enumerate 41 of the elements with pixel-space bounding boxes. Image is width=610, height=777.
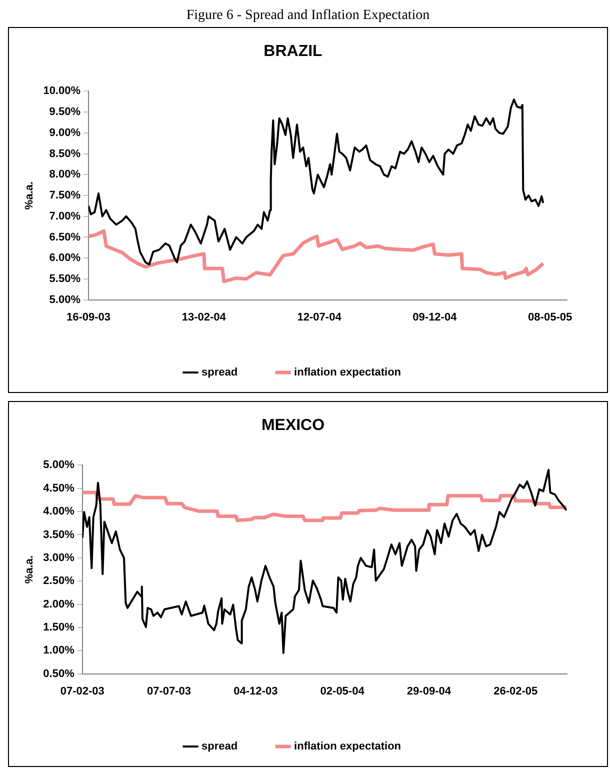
- y-tick-label: 7.50%: [49, 190, 81, 202]
- x-tick-label: 07-02-03: [60, 685, 104, 698]
- x-tick-label: 02-05-04: [320, 685, 366, 698]
- y-tick-label: 9.00%: [49, 126, 81, 139]
- x-tick-label: 12-07-04: [297, 311, 342, 324]
- legend-label: spread: [201, 740, 238, 753]
- y-axis-title: %a.a.: [24, 181, 36, 210]
- y-tick-label: 2.00%: [43, 598, 75, 610]
- y-tick-label: 5.50%: [49, 272, 81, 285]
- y-tick-label: 6.00%: [49, 252, 81, 264]
- y-tick-label: 1.00%: [43, 644, 75, 657]
- x-tick-label: 16-09-03: [66, 311, 111, 324]
- legend-label: inflation expectation: [294, 740, 402, 753]
- x-tick-label: 09-12-04: [412, 311, 458, 324]
- y-tick-label: 9.50%: [49, 106, 81, 118]
- x-tick-label: 04-12-03: [234, 685, 278, 698]
- y-tick-label: 8.00%: [49, 168, 81, 181]
- y-tick-label: 6.50%: [49, 231, 81, 244]
- x-tick-label: 07-07-03: [147, 685, 192, 698]
- y-tick-label: 3.50%: [43, 528, 75, 541]
- y-tick-label: 2.50%: [43, 575, 75, 588]
- x-tick-label: 26-02-05: [494, 685, 538, 698]
- x-tick-label: 29-09-04: [406, 685, 452, 698]
- y-tick-label: 10.00%: [43, 85, 81, 98]
- y-axis-title: %a.a.: [24, 555, 36, 584]
- chart-title: MEXICO: [261, 417, 325, 434]
- x-tick-label: 08-05-05: [528, 311, 572, 324]
- legend-label: spread: [201, 366, 238, 379]
- legend-label: inflation expectation: [294, 366, 402, 379]
- y-tick-label: 5.00%: [43, 459, 75, 472]
- y-tick-label: 4.00%: [43, 506, 75, 518]
- y-tick-label: 3.00%: [43, 552, 75, 564]
- y-tick-label: 8.50%: [49, 148, 81, 160]
- y-tick-label: 7.00%: [49, 210, 81, 222]
- chart-title: BRAZIL: [264, 43, 323, 60]
- y-tick-label: 0.50%: [43, 668, 75, 680]
- y-tick-label: 5.00%: [49, 294, 81, 306]
- y-tick-label: 1.50%: [43, 621, 75, 634]
- x-tick-label: 13-02-04: [182, 311, 227, 324]
- y-tick-label: 4.50%: [43, 482, 75, 494]
- caption: Figure 6 - Spread and Inflation Expectation: [185, 8, 431, 24]
